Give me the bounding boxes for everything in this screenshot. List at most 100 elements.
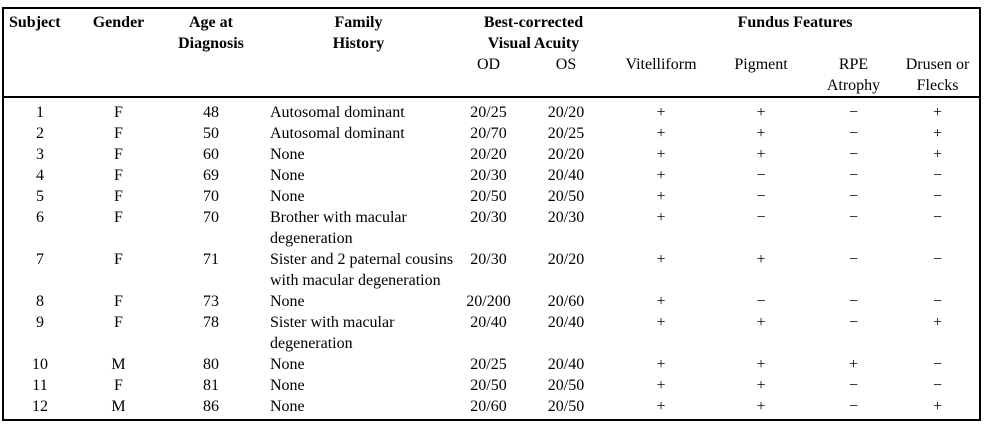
os-cell: 20/30	[547, 209, 585, 226]
subject-cell: 9	[36, 314, 44, 331]
age-cell: 60	[203, 146, 219, 163]
gender-cell: F	[114, 125, 123, 142]
pigment-cell: −	[756, 188, 766, 205]
col-header-os: OS	[555, 56, 577, 73]
drusen-flecks-cell: −	[933, 188, 943, 205]
od-cell: 20/20	[470, 146, 507, 163]
os-cell: 20/50	[547, 188, 585, 205]
od-cell: 20/25	[470, 104, 507, 121]
age-cell: 70	[203, 209, 219, 226]
drusen-flecks-cell: −	[933, 167, 943, 184]
os-cell: 20/20	[547, 104, 585, 121]
vitelliform-cell: +	[656, 125, 666, 142]
age-cell: 69	[203, 167, 219, 184]
rpe-atrophy-cell: −	[849, 188, 859, 205]
od-cell: 20/30	[470, 167, 507, 184]
col-header-age-at-diagnosis: Age at Diagnosis	[178, 14, 244, 52]
paper-table-page: Subject Gender Age at Diagnosis Family H…	[0, 7, 985, 444]
gender-cell: F	[114, 167, 123, 184]
rpe-atrophy-cell: −	[849, 398, 859, 415]
drusen-flecks-cell: −	[933, 356, 943, 373]
col-header-rpe-atrophy: RPE Atrophy	[826, 56, 881, 94]
od-cell: 20/60	[470, 398, 507, 415]
col-header-family-history: Family History	[332, 14, 385, 52]
subject-cell: 12	[32, 398, 48, 415]
os-cell: 20/60	[547, 293, 585, 310]
table-header: Subject Gender Age at Diagnosis Family H…	[3, 8, 981, 97]
table-row: 12 M 86 None 20/60 20/50 + + − +	[3, 396, 980, 420]
age-cell: 78	[203, 314, 219, 331]
age-cell: 70	[203, 188, 219, 205]
vitelliform-cell: +	[656, 188, 666, 205]
od-cell: 20/30	[470, 251, 507, 268]
table-row: 9 F 78 Sister with macular degeneration …	[3, 312, 980, 354]
col-header-fundus-features: Fundus Features	[737, 14, 853, 31]
col-header-subject: Subject	[9, 14, 61, 31]
age-cell: 86	[203, 398, 219, 415]
gender-cell: F	[114, 251, 123, 268]
pigment-cell: +	[756, 356, 766, 373]
family-history-cell: Sister and 2 paternal cousins with macul…	[270, 251, 454, 289]
gender-cell: F	[114, 104, 123, 121]
gender-cell: F	[114, 314, 123, 331]
family-history-cell: None	[270, 377, 305, 394]
family-history-cell: None	[270, 356, 305, 373]
drusen-flecks-cell: −	[933, 293, 943, 310]
pigment-cell: +	[756, 398, 766, 415]
subject-cell: 7	[36, 251, 44, 268]
family-history-cell: None	[270, 167, 305, 184]
table-row: 2 F 50 Autosomal dominant 20/70 20/25 + …	[3, 123, 980, 144]
pigment-cell: +	[756, 146, 766, 163]
rpe-atrophy-cell: −	[849, 377, 859, 394]
subject-cell: 6	[36, 209, 44, 226]
vitelliform-cell: +	[656, 398, 666, 415]
pigment-cell: +	[756, 125, 766, 142]
os-cell: 20/50	[547, 377, 585, 394]
os-cell: 20/50	[547, 398, 585, 415]
age-cell: 48	[203, 104, 219, 121]
subject-cell: 2	[36, 125, 44, 142]
family-history-cell: Sister with macular degeneration	[270, 314, 395, 352]
col-header-vitelliform: Vitelliform	[625, 56, 697, 73]
vitelliform-cell: +	[656, 356, 666, 373]
od-cell: 20/50	[470, 377, 507, 394]
os-cell: 20/40	[547, 314, 585, 331]
subject-cell: 1	[36, 104, 44, 121]
gender-cell: F	[114, 146, 123, 163]
header-row-main: Subject Gender Age at Diagnosis Family H…	[3, 8, 980, 54]
rpe-atrophy-cell: −	[849, 125, 859, 142]
drusen-flecks-cell: −	[933, 377, 943, 394]
vitelliform-cell: +	[656, 146, 666, 163]
table-row: 8 F 73 None 20/200 20/60 + − − −	[3, 291, 980, 312]
gender-cell: M	[111, 356, 126, 373]
pigment-cell: +	[756, 104, 766, 121]
rpe-atrophy-cell: −	[849, 251, 859, 268]
rpe-atrophy-cell: −	[849, 314, 859, 331]
age-cell: 50	[203, 125, 219, 142]
os-cell: 20/20	[547, 146, 585, 163]
subject-cell: 10	[32, 356, 48, 373]
od-cell: 20/25	[470, 356, 507, 373]
age-cell: 73	[203, 293, 219, 310]
col-header-gender: Gender	[92, 14, 145, 31]
os-cell: 20/40	[547, 167, 585, 184]
age-cell: 81	[203, 377, 219, 394]
drusen-flecks-cell: −	[933, 251, 943, 268]
family-history-cell: Autosomal dominant	[270, 125, 405, 142]
pigment-cell: −	[756, 167, 766, 184]
table-row: 5 F 70 None 20/50 20/50 + − − −	[3, 186, 980, 207]
vitelliform-cell: +	[656, 251, 666, 268]
drusen-flecks-cell: −	[933, 209, 943, 226]
pigment-cell: −	[756, 293, 766, 310]
drusen-flecks-cell: +	[933, 314, 943, 331]
od-cell: 20/70	[470, 125, 507, 142]
subject-cell: 5	[36, 188, 44, 205]
subject-cell: 11	[32, 377, 48, 394]
drusen-flecks-cell: +	[933, 125, 943, 142]
gender-cell: M	[111, 398, 126, 415]
vitelliform-cell: +	[656, 314, 666, 331]
gender-cell: F	[114, 209, 123, 226]
family-history-cell: None	[270, 293, 305, 310]
header-row-sub: OD OS Vitelliform Pigment RPE Atrophy Dr…	[3, 54, 980, 97]
table-row: 4 F 69 None 20/30 20/40 + − − −	[3, 165, 980, 186]
